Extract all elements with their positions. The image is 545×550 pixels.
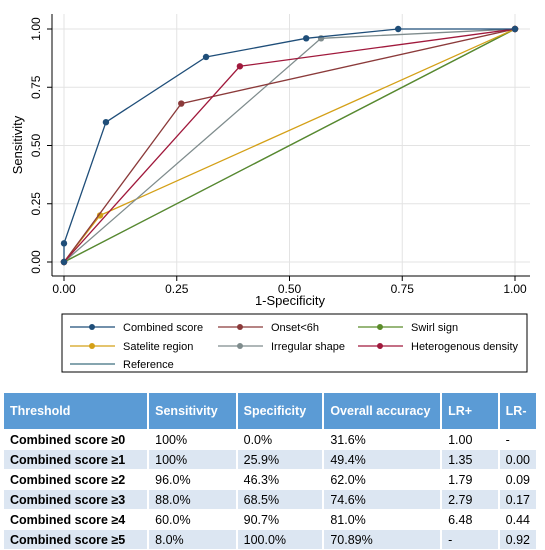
header-lr-minus: LR- [498, 393, 539, 430]
cell-lr-plus: 1.00 [441, 429, 500, 450]
cell-accuracy: 81.0% [323, 509, 443, 530]
y-tick-label: 1.00 [29, 17, 43, 41]
cell-lr-minus: - [498, 429, 539, 450]
cell-specificity: 25.9% [236, 449, 325, 470]
series-line [63, 28, 516, 263]
legend-label: Heterogenous density [411, 341, 519, 353]
cell-accuracy: 62.0% [323, 469, 443, 490]
cell-lr-plus: 2.79 [441, 489, 500, 510]
data-point [202, 53, 210, 61]
data-point [60, 258, 68, 266]
legend-label: Combined score [123, 322, 203, 334]
cell-specificity: 90.7% [236, 509, 325, 530]
header-sensitivity: Sensitivity [148, 393, 238, 430]
cell-lr-minus: 0.17 [498, 489, 539, 510]
cell-sensitivity: 60.0% [148, 509, 238, 530]
header-specificity: Specificity [236, 393, 325, 430]
x-tick-label: 0.50 [278, 282, 302, 296]
cell-sensitivity: 96.0% [148, 469, 238, 490]
cell-lr-minus: 0.44 [498, 509, 539, 530]
legend-label: Swirl sign [411, 322, 458, 334]
cell-sensitivity: 8.0% [148, 529, 238, 549]
cell-sensitivity: 100% [148, 449, 238, 470]
data-point [60, 240, 68, 247]
cell-lr-minus: 0.92 [498, 529, 539, 549]
roc-chart: 0.00 0.25 0.50 0.75 1.00 0.00 0.25 0.50 0.75 1.00… [10, 14, 530, 373]
cell-specificity: 0.0% [236, 429, 325, 450]
cell-threshold: Combined score ≥5 [4, 529, 150, 549]
legend-box [61, 313, 528, 373]
table-row: Combined score ≥1 100% 25.9% 49.4% 1.35 … [4, 449, 539, 470]
legend-marker [89, 324, 95, 330]
legend-marker [377, 324, 383, 330]
legend-marker [237, 324, 243, 330]
cell-sensitivity: 100% [148, 429, 238, 450]
table-header-row: Threshold Sensitivity Specificity Overal… [4, 393, 539, 430]
x-tick-label: 1.00 [503, 282, 527, 296]
x-tick-label: 0.25 [165, 282, 189, 296]
legend-marker [237, 343, 243, 349]
cell-threshold: Combined score ≥3 [4, 489, 150, 510]
legend-label: Irregular shape [271, 341, 345, 353]
x-axis-title: 1-Specificity [255, 293, 326, 308]
data-point [511, 25, 519, 33]
x-tick-label: 0.00 [52, 282, 76, 296]
table-row: Combined score ≥2 96.0% 46.3% 62.0% 1.79… [4, 469, 539, 490]
cell-threshold: Combined score ≥0 [4, 429, 150, 450]
cell-lr-plus: 1.79 [441, 469, 500, 490]
legend-label: Satelite region [123, 341, 193, 353]
cell-specificity: 68.5% [236, 489, 325, 510]
cell-threshold: Combined score ≥2 [4, 469, 150, 490]
header-overall-accuracy: Overall accuracy [323, 393, 443, 430]
cell-accuracy: 31.6% [323, 429, 443, 450]
table-row: Combined score ≥4 60.0% 90.7% 81.0% 6.48… [4, 509, 539, 530]
legend-marker [377, 343, 383, 349]
data-point [302, 35, 310, 42]
cell-threshold: Combined score ≥1 [4, 449, 150, 470]
cell-lr-plus: 1.35 [441, 449, 500, 470]
legend-label: Onset<6h [271, 322, 319, 334]
legend-marker [89, 343, 95, 349]
threshold-table: Threshold Sensitivity Specificity Overal… [4, 393, 539, 549]
cell-accuracy: 74.6% [323, 489, 443, 510]
table-row: Combined score ≥3 88.0% 68.5% 74.6% 2.79… [4, 489, 539, 510]
x-tick-label: 0.75 [391, 282, 415, 296]
cell-lr-minus: 0.00 [498, 449, 539, 470]
cell-lr-plus: - [441, 529, 500, 549]
cell-specificity: 46.3% [236, 469, 325, 490]
cell-sensitivity: 88.0% [148, 489, 238, 510]
header-threshold: Threshold [4, 393, 150, 430]
roc-chart-svg: 0.00 0.25 0.50 0.75 1.00 0.00 0.25 0.50 0.75 1.00… [10, 14, 530, 373]
cell-accuracy: 70.89% [323, 529, 443, 549]
cell-lr-plus: 6.48 [441, 509, 500, 530]
data-point [96, 212, 104, 219]
table-row: Combined score ≥0 100% 0.0% 31.6% 1.00 - [4, 429, 539, 450]
data-point [102, 119, 110, 126]
data-point [394, 25, 402, 33]
y-tick-label: 0.50 [29, 133, 43, 157]
cell-lr-minus: 0.09 [498, 469, 539, 490]
cell-accuracy: 49.4% [323, 449, 443, 470]
legend-label: Reference [123, 359, 174, 371]
y-axis-title: Sensitivity [10, 115, 25, 174]
cell-threshold: Combined score ≥4 [4, 509, 150, 530]
y-tick-label: 0.75 [29, 75, 43, 99]
y-tick-label: 0.00 [29, 250, 43, 274]
y-tick-label: 0.25 [29, 192, 43, 216]
data-point [236, 63, 244, 70]
table-row: Combined score ≥5 8.0% 100.0% 70.89% - 0… [4, 529, 539, 549]
cell-specificity: 100.0% [236, 529, 325, 549]
data-point [178, 100, 185, 107]
header-lr-plus: LR+ [441, 393, 500, 430]
